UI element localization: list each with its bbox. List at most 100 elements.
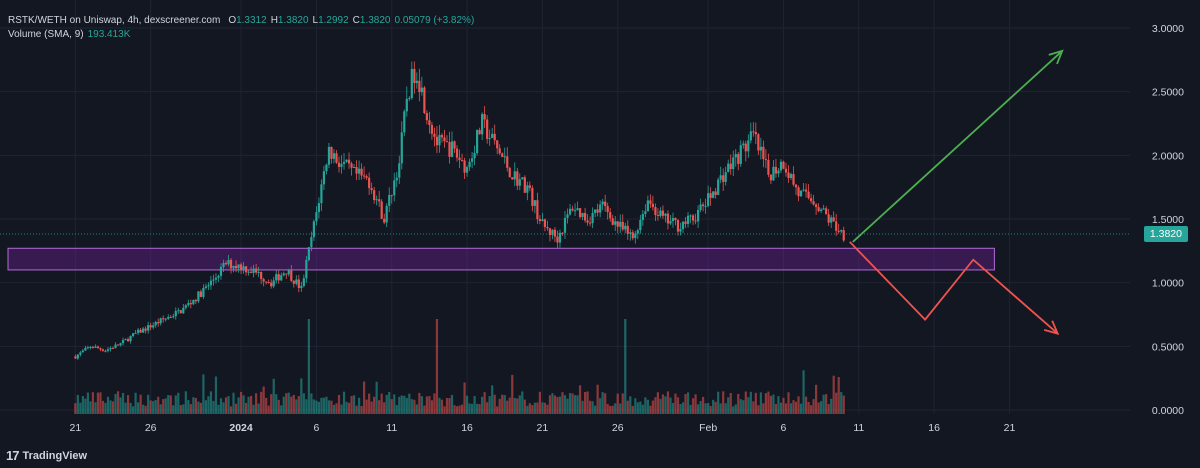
support-zone-rect <box>7 247 995 271</box>
volume-bar <box>614 403 617 414</box>
tradingview-logo[interactable]: 17 TradingView <box>6 448 87 463</box>
candle-body <box>149 325 152 328</box>
volume-bar <box>681 402 685 414</box>
candle-body <box>541 219 544 222</box>
volume-bar <box>774 403 778 414</box>
candle-body <box>543 219 547 227</box>
y-tick-label: 2.0000 <box>1152 150 1184 162</box>
candle-body <box>255 268 258 273</box>
candle-body <box>415 80 418 84</box>
candle-body <box>197 291 200 302</box>
candle-body <box>192 300 195 305</box>
candle-body <box>187 303 190 306</box>
volume-bar <box>177 392 180 414</box>
volume-bar <box>378 400 381 414</box>
candle-body <box>390 195 393 197</box>
candle-body <box>244 266 248 273</box>
candle-body <box>822 208 825 210</box>
candle-body <box>601 201 604 205</box>
candle-body <box>373 190 376 201</box>
volume-bar <box>192 397 195 414</box>
candle-body <box>749 131 752 141</box>
candle-body <box>282 273 285 276</box>
volume-bar <box>81 396 84 414</box>
candle-body <box>114 344 117 349</box>
candle-body <box>812 201 815 205</box>
high-value: 1.3820 <box>277 15 309 26</box>
candle-body <box>621 221 624 230</box>
candle-body <box>400 132 403 164</box>
candle-body <box>563 217 567 233</box>
volume-bar <box>292 394 295 414</box>
candle-body <box>719 175 722 180</box>
volume-bar <box>373 396 376 414</box>
volume-bar <box>182 404 185 414</box>
candle-body <box>463 160 466 173</box>
volume-bar <box>370 401 373 414</box>
candle-body <box>516 171 519 186</box>
candle-body <box>619 221 622 227</box>
volume-bar <box>528 403 531 414</box>
volume-bar <box>282 396 285 414</box>
candle-body <box>260 272 263 280</box>
candle-body <box>224 263 228 265</box>
candle-body <box>347 159 351 164</box>
volume-bar <box>830 398 833 414</box>
volume-bar <box>86 392 89 414</box>
candle-body <box>94 346 97 348</box>
volume-bar <box>164 398 167 414</box>
volume-bar <box>671 403 675 414</box>
volume-bar <box>764 393 767 414</box>
volume-bar <box>606 404 609 414</box>
volume-bar <box>626 400 629 414</box>
candle-body <box>177 310 180 312</box>
candle-body <box>639 220 642 231</box>
volume-bar <box>217 404 220 414</box>
volume-bar <box>676 397 680 414</box>
candle-body <box>799 190 803 197</box>
volume-bar <box>395 405 398 414</box>
candle-body <box>232 265 235 269</box>
candle-body <box>644 211 647 215</box>
volume-bar <box>576 395 579 414</box>
volume-bar <box>483 392 486 414</box>
volume-bar <box>531 405 534 414</box>
volume-bar <box>109 400 112 414</box>
candle-body <box>305 260 308 279</box>
candle-body <box>717 179 720 195</box>
candle-body <box>84 347 87 351</box>
candle-body <box>435 136 439 146</box>
volume-bar <box>521 391 524 414</box>
volume-bar <box>119 397 122 414</box>
volume-bar <box>734 404 737 414</box>
candle-body <box>493 133 496 141</box>
volume-bar <box>556 396 559 414</box>
candle-body <box>438 135 441 146</box>
candle-body <box>531 187 534 206</box>
candle-body <box>506 156 509 168</box>
volume-bar <box>453 405 456 414</box>
volume-bar <box>749 391 752 414</box>
volume-bar <box>322 397 326 414</box>
chart-legend: RSTK/WETH on Uniswap, 4h, dexscreener.co… <box>8 14 474 42</box>
candle-body <box>131 333 135 337</box>
candle-body <box>548 228 552 236</box>
candle-body <box>840 230 843 232</box>
candle-body <box>496 140 499 149</box>
volume-bar <box>762 403 765 414</box>
candle-body <box>659 210 662 216</box>
volume-bar <box>767 391 770 414</box>
volume-bar <box>124 402 127 414</box>
candle-body <box>704 206 707 208</box>
candle-body <box>450 141 454 157</box>
candle-body <box>614 221 617 225</box>
volume-bar <box>202 374 205 414</box>
candle-body <box>661 210 665 216</box>
candle-body <box>604 201 607 207</box>
candle-body <box>481 114 484 135</box>
candle-body <box>124 339 127 341</box>
volume-bar <box>134 392 137 414</box>
candle-body <box>96 346 100 349</box>
volume-bar <box>742 400 745 414</box>
